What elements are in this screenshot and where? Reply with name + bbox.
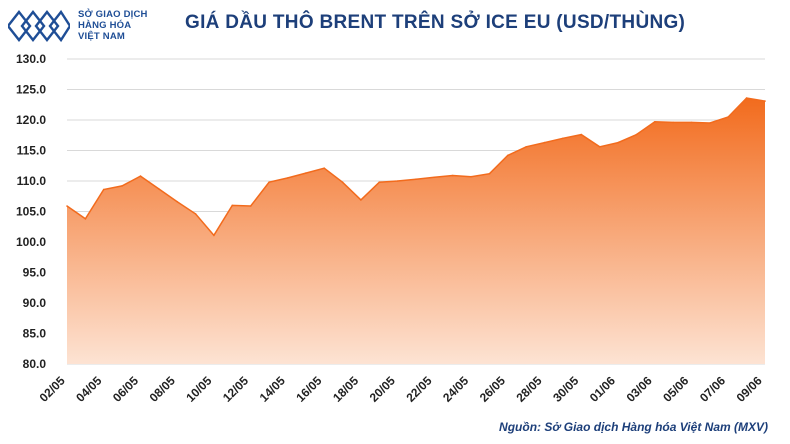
- data-point: [268, 181, 270, 183]
- x-tick-label: 07/06: [697, 373, 728, 404]
- x-tick-label: 02/05: [37, 373, 68, 404]
- logo-line-3: VIỆT NAM: [78, 31, 125, 42]
- data-point: [415, 178, 417, 180]
- data-point: [305, 172, 307, 174]
- y-tick-label: 105.0: [16, 205, 46, 219]
- x-tick-label: 18/05: [330, 373, 361, 404]
- data-point: [562, 137, 564, 140]
- source-note: Nguồn: Sở Giao dịch Hàng hóa Việt Nam (M…: [499, 420, 768, 434]
- data-point: [488, 172, 491, 175]
- data-point: [451, 174, 454, 177]
- data-point: [433, 176, 436, 179]
- data-point: [341, 181, 344, 183]
- y-tick-label: 120.0: [16, 113, 46, 127]
- x-tick-label: 26/05: [477, 373, 508, 404]
- data-point: [66, 205, 68, 207]
- data-point: [598, 146, 601, 148]
- x-tick-label: 10/05: [183, 373, 214, 404]
- x-tick-label: 14/05: [257, 373, 288, 404]
- y-axis-ticks: 80.0 85.0 90.0 95.0 100.0 105.0 110.0 115.0 120.…: [16, 52, 46, 371]
- data-point: [213, 234, 215, 237]
- logo-text: SỞ GIAO DỊCH HÀNG HÓA VIỆT NAM: [78, 9, 148, 42]
- plot-area: [66, 97, 766, 364]
- x-tick-label: 20/05: [367, 373, 398, 404]
- logo-line-2: HÀNG HÓA: [78, 20, 132, 31]
- x-tick-label: 06/05: [110, 373, 141, 404]
- y-tick-label: 125.0: [16, 83, 46, 97]
- data-point: [323, 167, 326, 169]
- data-point: [617, 141, 619, 144]
- data-point: [378, 181, 381, 183]
- x-tick-label: 03/06: [624, 373, 655, 404]
- chart-title: GIÁ DẦU THÔ BRENT TRÊN SỞ ICE EU (USD/TH…: [185, 12, 686, 33]
- x-tick-label: 28/05: [513, 373, 544, 404]
- x-tick-label: 16/05: [293, 373, 324, 404]
- logo: SỞ GIAO DỊCH HÀNG HÓA VIỆT NAM: [8, 6, 178, 50]
- data-point: [745, 97, 748, 99]
- data-point: [580, 133, 583, 136]
- y-tick-label: 80.0: [23, 357, 47, 371]
- x-tick-label: 08/05: [147, 373, 178, 404]
- data-point: [635, 133, 638, 136]
- y-tick-label: 100.0: [16, 235, 46, 249]
- data-point: [360, 199, 362, 201]
- y-tick-label: 90.0: [23, 296, 47, 310]
- data-point: [690, 121, 693, 124]
- data-point: [396, 180, 399, 182]
- diamond-lattice-logo-icon: [8, 9, 70, 43]
- price-area: [67, 98, 765, 364]
- data-point: [470, 175, 472, 178]
- data-point: [727, 116, 730, 118]
- y-tick-label: 95.0: [23, 266, 47, 280]
- data-point: [139, 175, 142, 177]
- x-tick-label: 04/05: [73, 373, 104, 404]
- data-point: [231, 204, 234, 207]
- data-point: [543, 141, 546, 144]
- data-point: [507, 154, 509, 157]
- x-tick-label: 12/05: [220, 373, 251, 404]
- data-point: [654, 121, 656, 123]
- x-tick-label: 30/05: [550, 373, 581, 404]
- y-tick-label: 115.0: [17, 144, 47, 158]
- x-tick-label: 01/06: [587, 373, 618, 404]
- data-point: [102, 188, 105, 191]
- data-point: [158, 188, 160, 190]
- data-point: [249, 205, 252, 207]
- y-tick-label: 110.0: [17, 174, 47, 188]
- data-point: [121, 185, 123, 187]
- x-tick-label: 05/06: [660, 373, 691, 404]
- data-point: [525, 146, 527, 148]
- y-tick-label: 130.0: [16, 52, 46, 66]
- data-point: [176, 200, 178, 203]
- x-tick-label: 22/05: [403, 373, 434, 404]
- data-point: [286, 177, 289, 179]
- data-point: [84, 218, 87, 220]
- data-point: [709, 122, 711, 124]
- data-point: [194, 213, 197, 215]
- data-point: [764, 100, 766, 102]
- x-tick-label: 24/05: [440, 373, 471, 404]
- y-tick-label: 85.0: [23, 327, 47, 341]
- x-tick-label: 09/06: [734, 373, 765, 404]
- logo-line-1: SỞ GIAO DỊCH: [78, 9, 148, 20]
- x-axis-ticks: 02/05 04/05 06/05 08/05 10/05 12/05 14/05 16/05…: [37, 373, 765, 404]
- data-point: [672, 121, 674, 124]
